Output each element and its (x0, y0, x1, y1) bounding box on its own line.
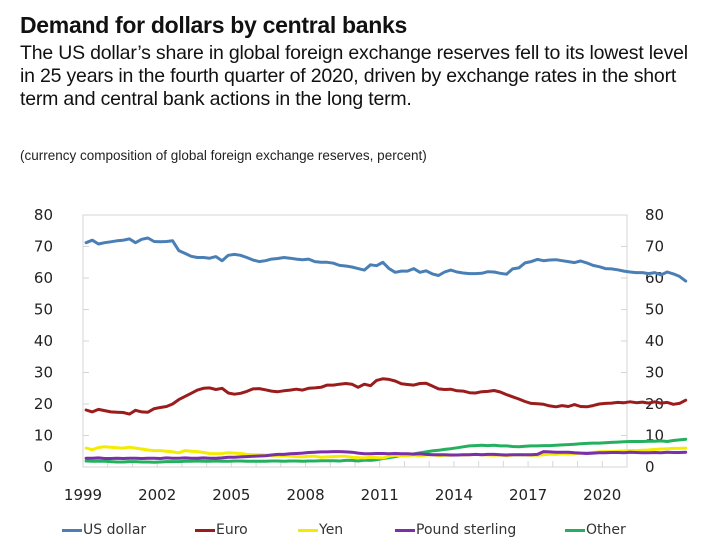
chart-units-note: (currency composition of global foreign … (20, 148, 427, 163)
legend-swatch (62, 528, 82, 532)
y-tick-label: 10 (34, 427, 53, 445)
y-tick-label-right: 20 (645, 395, 664, 413)
y-tick-label-right: 40 (645, 332, 664, 350)
y-tick-label: 50 (34, 301, 53, 319)
series-line-pound-sterling (84, 450, 688, 460)
y-tick-label-right: 50 (645, 301, 664, 319)
y-tick-label: 40 (34, 332, 53, 350)
y-axis-left: 0 10 20 30 40 50 60 70 80 (34, 206, 89, 476)
y-tick-label-right: 70 (645, 238, 664, 256)
chart-title: Demand for dollars by central banks (20, 12, 408, 38)
legend-item-euro: Euro (195, 522, 248, 538)
legend-item-pound-sterling: Pound sterling (395, 522, 516, 538)
legend-label: Pound sterling (416, 522, 517, 538)
series-group (84, 236, 688, 464)
x-tick-label: 2017 (509, 486, 547, 504)
series-line-us-dollar (84, 236, 688, 283)
legend-swatch (395, 528, 415, 532)
legend-swatch (298, 528, 318, 532)
series-line-euro (84, 377, 688, 416)
legend-label: US dollar (83, 522, 147, 538)
x-tick-label: 2008 (286, 486, 324, 504)
legend-swatch (565, 528, 585, 532)
legend-label: Other (586, 522, 626, 538)
x-tick-label: 2005 (212, 486, 250, 504)
y-tick-label: 30 (34, 364, 53, 382)
y-tick-label-right: 0 (645, 458, 655, 476)
y-tick-label: 70 (34, 238, 53, 256)
y-tick-label: 80 (34, 206, 53, 224)
x-tick-label: 2011 (361, 486, 399, 504)
legend-item-other: Other (565, 522, 626, 538)
x-tick-label: 1999 (64, 486, 102, 504)
legend-label: Euro (216, 522, 248, 538)
y-tick-label-right: 80 (645, 206, 664, 224)
legend-item-us-dollar: US dollar (62, 522, 146, 538)
plot-frame (82, 214, 628, 468)
chart-legend: US dollar Euro Yen Pound sterling Other (0, 522, 705, 544)
x-tick-label: 2002 (138, 486, 176, 504)
y-tick-label: 20 (34, 395, 53, 413)
legend-item-yen: Yen (298, 522, 343, 538)
x-tick-label: 2014 (435, 486, 473, 504)
x-axis: 1999 2002 2005 2008 2011 2014 2017 2020 (64, 461, 621, 504)
legend-label: Yen (319, 522, 344, 538)
y-tick-label-right: 30 (645, 364, 664, 382)
y-tick-label: 60 (34, 269, 53, 287)
chart-subtitle: The US dollar’s share in global foreign … (20, 42, 688, 110)
y-tick-label: 0 (43, 458, 53, 476)
x-tick-label: 2020 (583, 486, 621, 504)
legend-swatch (195, 528, 215, 532)
